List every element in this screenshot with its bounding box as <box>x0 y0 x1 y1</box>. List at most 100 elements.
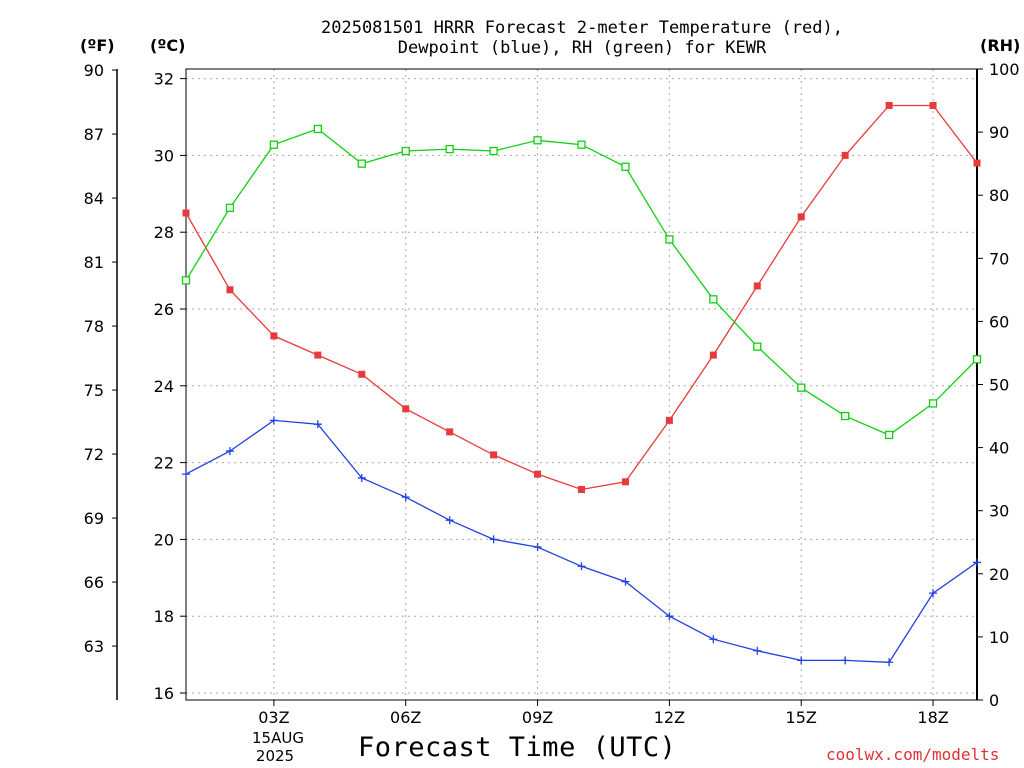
dewpoint-point <box>357 473 366 482</box>
rh-tick-label: 20 <box>989 565 1009 584</box>
chart-title-line-1: 2025081501 HRRR Forecast 2-meter Tempera… <box>321 18 843 38</box>
celsius-tick-label: 20 <box>154 530 174 549</box>
rh-tick-label: 10 <box>989 628 1009 647</box>
temperature-point <box>841 151 849 159</box>
dewpoint-point <box>753 646 762 655</box>
rh-line <box>185 128 978 436</box>
plot-frame <box>185 68 978 701</box>
rh-point <box>709 295 718 304</box>
fahrenheit-tick-label: 69 <box>84 509 104 528</box>
temperature-point <box>797 213 805 221</box>
temperature-point <box>534 470 542 478</box>
rh-point <box>753 342 762 351</box>
rh-point <box>577 140 586 149</box>
temperature-point <box>621 478 629 486</box>
dewpoint-point <box>577 562 586 571</box>
rh-tick-label: 0 <box>989 691 999 710</box>
rh-point <box>841 411 850 421</box>
dewpoint-point <box>225 447 234 456</box>
temperature-point <box>314 351 322 359</box>
rh-tick-label: 40 <box>989 439 1009 458</box>
dewpoint-point <box>885 658 894 667</box>
rh-tick-label: 60 <box>989 312 1009 331</box>
x-tick-label: 18Z <box>917 708 948 727</box>
temperature-point <box>490 451 498 459</box>
dewpoint-point <box>182 470 190 479</box>
temperature-point <box>973 159 981 167</box>
x-tick-label: 06Z <box>390 708 421 727</box>
rh-unit-label: (RH) <box>980 36 1021 55</box>
celsius-tick-label: 26 <box>154 300 174 319</box>
chart-title-line-2: Dewpoint (blue), RH (green) for KEWR <box>397 38 767 58</box>
temperature-point <box>358 370 366 378</box>
celsius-tick-label: 30 <box>154 146 174 165</box>
temperature-point <box>885 101 893 109</box>
rh-point <box>357 159 366 168</box>
rh-point <box>489 146 498 156</box>
fahrenheit-tick-label: 72 <box>84 445 104 464</box>
dewpoint-point <box>489 535 498 544</box>
credit-link[interactable]: coolwx.com/modelts <box>826 745 1000 764</box>
rh-point <box>401 146 410 156</box>
rh-tick-label: 100 <box>989 60 1020 79</box>
x-tick-label: 09Z <box>522 708 553 727</box>
dewpoint-point <box>313 420 322 429</box>
celsius-tick-label: 24 <box>154 377 174 396</box>
fahrenheit-tick-label: 78 <box>84 317 104 336</box>
dewpoint-point <box>533 543 542 552</box>
rh-tick-label: 70 <box>989 249 1009 268</box>
celsius-tick-label: 18 <box>154 607 174 626</box>
rh-tick-label: 50 <box>989 376 1009 395</box>
dewpoint-point <box>841 656 850 665</box>
dewpoint-point <box>665 612 674 621</box>
rh-point <box>884 430 894 440</box>
temperature-point <box>709 351 717 359</box>
celsius-unit-label: (ºC) <box>150 36 186 55</box>
x-axis-title: Forecast Time (UTC) <box>358 732 677 763</box>
rh-point <box>181 276 191 285</box>
dewpoint-point <box>621 577 630 586</box>
fahrenheit-tick-label: 75 <box>84 381 104 400</box>
dewpoint-point <box>709 635 718 644</box>
rh-point <box>225 203 235 212</box>
temperature-point <box>753 282 761 290</box>
celsius-tick-label: 28 <box>154 223 174 242</box>
temperature-point <box>929 101 937 109</box>
temperature-point <box>270 332 278 340</box>
temperature-point <box>402 405 410 413</box>
rh-point <box>928 399 938 408</box>
fahrenheit-tick-label: 87 <box>84 125 104 144</box>
fahrenheit-tick-label: 90 <box>84 61 104 80</box>
celsius-tick-label: 22 <box>154 454 174 473</box>
celsius-tick-label: 32 <box>154 70 174 89</box>
dewpoint-point <box>401 493 410 502</box>
temperature-point <box>226 286 234 294</box>
fahrenheit-tick-label: 66 <box>84 573 104 592</box>
temperature-point <box>578 485 585 493</box>
rh-point <box>797 383 806 392</box>
fahrenheit-unit-label: (ºF) <box>80 36 115 55</box>
fahrenheit-tick-label: 84 <box>84 189 104 208</box>
temperature-point <box>446 428 454 436</box>
rh-point <box>313 124 322 134</box>
x-tick-label: 12Z <box>654 708 685 727</box>
x-tick-label: 15Z <box>786 708 817 727</box>
rh-point <box>665 235 674 244</box>
rh-point <box>445 144 454 154</box>
rh-tick-label: 80 <box>989 186 1009 205</box>
temperature-point <box>665 416 673 424</box>
x-tick-label: 03Z <box>258 708 289 727</box>
dewpoint-point <box>929 589 938 598</box>
temperature-line <box>185 104 978 491</box>
date-day-label: 15AUG <box>252 729 304 747</box>
dewpoint-point <box>269 416 278 425</box>
celsius-tick-label: 16 <box>154 684 174 703</box>
date-year-label: 2025 <box>255 747 295 765</box>
rh-point <box>533 136 542 145</box>
rh-point <box>269 140 279 149</box>
dewpoint-point <box>797 656 806 665</box>
rh-point <box>972 355 982 364</box>
dewpoint-point <box>973 558 981 567</box>
fahrenheit-tick-label: 63 <box>84 637 104 656</box>
